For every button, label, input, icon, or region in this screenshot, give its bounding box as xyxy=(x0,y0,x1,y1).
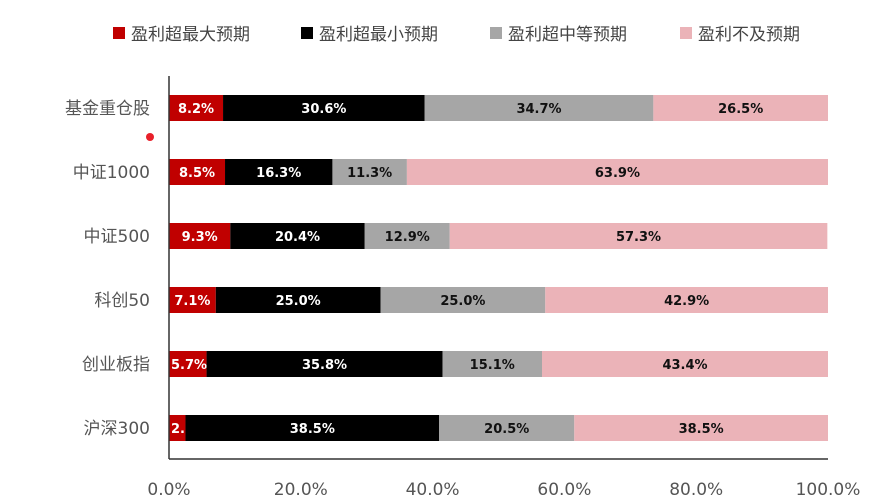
legend-item: 盈利不及预期 xyxy=(680,20,800,45)
bar-segment xyxy=(206,351,443,377)
data-label: 8.2% xyxy=(178,102,214,117)
data-label: 34.7% xyxy=(516,102,561,117)
data-label: 26.5% xyxy=(718,102,763,117)
bar-segment xyxy=(169,351,207,377)
category-label: 创业板指 xyxy=(82,355,150,375)
category-label: 基金重仓股 xyxy=(65,99,150,119)
legend-label: 盈利不及预期 xyxy=(698,25,800,45)
x-tick-label: 60.0% xyxy=(537,480,591,498)
legend-swatch xyxy=(301,26,313,39)
data-label: 15.1% xyxy=(470,358,515,373)
data-label: 25.0% xyxy=(276,294,321,309)
bar-segment xyxy=(574,415,828,441)
x-tick-label: 40.0% xyxy=(406,480,460,498)
bar-segment xyxy=(215,287,381,313)
category-label: 中证1000 xyxy=(73,163,150,183)
bar-segment xyxy=(169,95,224,121)
bar-segment xyxy=(185,415,440,441)
bar-segment xyxy=(380,287,546,313)
data-label: 7.1% xyxy=(174,294,210,309)
data-label: 5.7% xyxy=(171,358,207,373)
legend-label: 盈利超最小预期 xyxy=(319,25,438,45)
legend-swatch xyxy=(490,26,502,39)
legend: 盈利超最大预期 盈利超最小预期 盈利超中等预期 盈利不及预期 xyxy=(0,20,874,45)
data-label: 57.3% xyxy=(616,230,661,245)
category-label: 中证500 xyxy=(84,227,150,247)
data-label: 43.4% xyxy=(662,358,707,373)
legend-label: 盈利超最大预期 xyxy=(131,25,250,45)
legend-swatch xyxy=(680,26,692,39)
data-label: 38.5% xyxy=(290,422,335,437)
data-label: 38.5% xyxy=(679,422,724,437)
data-label: 9.3% xyxy=(182,230,218,245)
x-tick-label: 20.0% xyxy=(274,480,328,498)
bar-segment xyxy=(442,351,542,377)
bar-segment xyxy=(406,159,828,185)
x-tick-label: 0.0% xyxy=(147,480,190,498)
legend-item: 盈利超最大预期 xyxy=(113,20,250,45)
x-tick-label: 80.0% xyxy=(669,480,723,498)
bar-segment xyxy=(653,95,828,121)
category-label: 沪深300 xyxy=(84,419,150,439)
legend-label: 盈利超中等预期 xyxy=(508,25,627,45)
category-label: 科创50 xyxy=(94,291,150,311)
bar-segment xyxy=(169,223,231,249)
bar-segment xyxy=(364,223,450,249)
data-label: 25.0% xyxy=(440,294,485,309)
bar-segment xyxy=(439,415,575,441)
bar-segment xyxy=(449,223,828,249)
bar-segment xyxy=(230,223,365,249)
data-label: 20.5% xyxy=(484,422,529,437)
marker-dot xyxy=(146,133,154,141)
data-label: 20.4% xyxy=(275,230,320,245)
legend-item: 盈利超中等预期 xyxy=(490,20,627,45)
data-label: 30.6% xyxy=(301,102,346,117)
bar-segment xyxy=(169,159,226,185)
bar-segment xyxy=(541,351,828,377)
data-label: 42.9% xyxy=(664,294,709,309)
legend-swatch xyxy=(113,26,125,39)
x-tick-label: 100.0% xyxy=(796,480,861,498)
bar-segment xyxy=(223,95,425,121)
bar-segment xyxy=(169,415,186,441)
data-label: 63.9% xyxy=(595,166,640,181)
data-label: 8.5% xyxy=(179,166,215,181)
data-label: 16.3% xyxy=(256,166,301,181)
bar-segment xyxy=(545,287,828,313)
bar-segment xyxy=(169,287,216,313)
data-label: 11.3% xyxy=(347,166,392,181)
bar-segment xyxy=(424,95,654,121)
bar-segment xyxy=(332,159,407,185)
legend-item: 盈利超最小预期 xyxy=(301,20,438,45)
bar-segment xyxy=(225,159,333,185)
data-label: 35.8% xyxy=(302,358,347,373)
data-label: 12.9% xyxy=(385,230,430,245)
